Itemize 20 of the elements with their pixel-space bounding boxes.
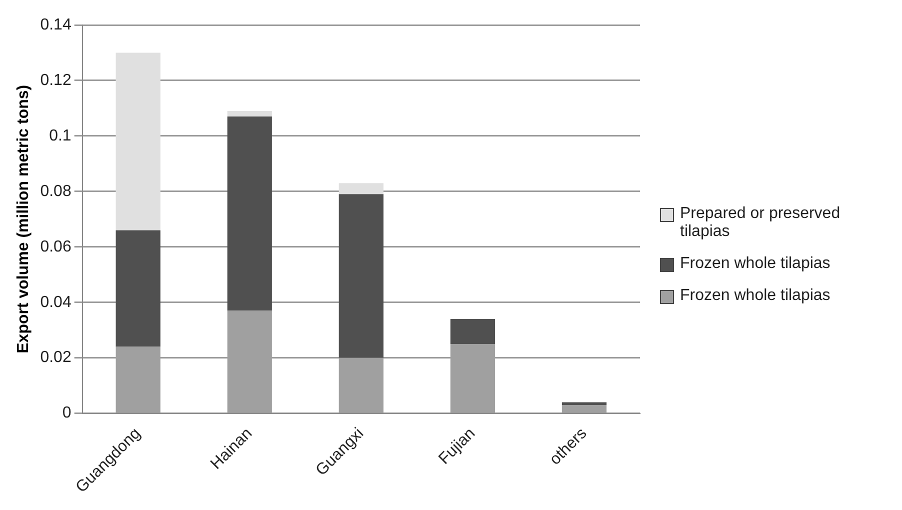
legend-label: Prepared or preserved tilapias xyxy=(680,205,842,241)
bar xyxy=(227,110,272,117)
bar xyxy=(116,52,160,230)
legend-label: Frozen whole tilapias xyxy=(680,255,830,273)
bar xyxy=(562,402,607,405)
y-tick-label: 0.06 xyxy=(40,238,72,256)
bar xyxy=(338,183,384,194)
bar xyxy=(450,318,496,344)
legend-label: Frozen whole tilapias xyxy=(680,287,830,305)
bar xyxy=(338,194,384,358)
bar xyxy=(116,230,160,347)
y-tick-label: 0 xyxy=(62,404,72,422)
y-tick-label: 0.02 xyxy=(40,349,72,366)
y-axis-title: Export volume (million metric tons) xyxy=(15,84,32,354)
bar xyxy=(227,116,272,311)
y-tick-label: 0.1 xyxy=(49,127,72,144)
y-tick-label: 0.14 xyxy=(40,16,72,34)
y-tick-label: 0.04 xyxy=(40,294,72,311)
y-tick-label: 0.12 xyxy=(40,72,72,89)
y-tick-label: 0.08 xyxy=(40,182,72,200)
